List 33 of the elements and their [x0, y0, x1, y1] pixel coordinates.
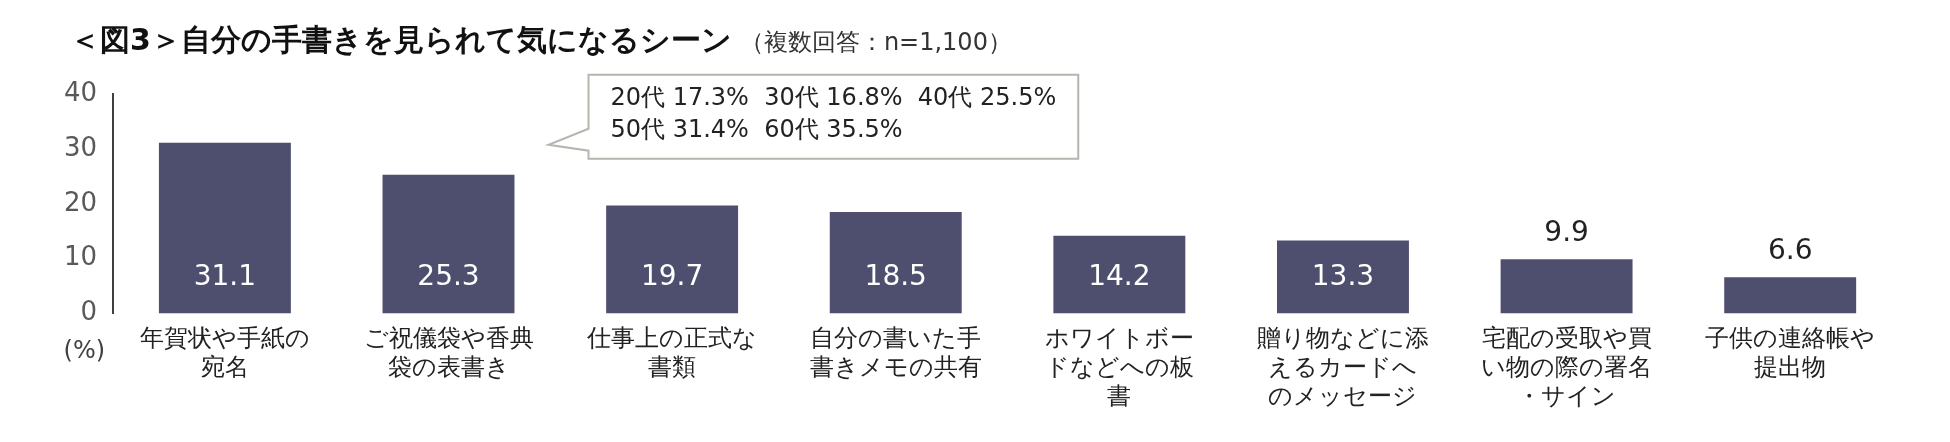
x-tick-label: 年賀状や手紙の宛名 [139, 324, 310, 382]
data-label: 31.1 [193, 258, 257, 292]
data-label: 18.5 [864, 258, 927, 292]
y-tick-label: 30 [63, 131, 98, 162]
x-tick-label: 仕事上の正式な書類 [586, 324, 758, 382]
bar [1053, 235, 1186, 314]
x-tick-label: ホワイトボードなどへの板書 [1044, 324, 1194, 410]
x-tick-label: 贈り物などに添えるカードへのメッセージ [1256, 324, 1429, 410]
bar [829, 212, 962, 314]
bar [1500, 259, 1633, 314]
data-label: 14.2 [1088, 258, 1151, 292]
x-tick-label: 宅配の受取や買い物の際の署名・サイン [1481, 324, 1653, 410]
bar [158, 142, 291, 314]
y-tick-label: 20 [63, 186, 98, 217]
bar [606, 205, 739, 314]
bar [1724, 277, 1857, 314]
bar [1277, 240, 1409, 314]
data-label: 9.9 [1544, 214, 1589, 248]
x-tick-label: 子供の連絡帳や提出物 [1705, 324, 1876, 382]
y-tick-label: 40 [63, 76, 98, 107]
annotation: 20代 17.3% 30代 16.8% 40代 25.5% 50代 31.4% 60代 35.5% [610, 82, 1057, 143]
x-tick-label: 自分の書いた手書きメモの共有 [809, 324, 982, 382]
data-label: 25.3 [417, 258, 480, 292]
data-label: 13.3 [1311, 258, 1375, 292]
y-tick-label: 10 [63, 241, 98, 272]
chart-title: ＜図3＞自分の手書きを見られて気になるシーン [70, 22, 732, 57]
y-axis-title: (%) [63, 335, 106, 364]
y-tick-label: 0 [80, 296, 98, 327]
bar [382, 174, 515, 314]
chart-subtitle: （複数回答：n=1,100） [739, 28, 1012, 56]
x-tick-label: ご祝儀袋や香典袋の表書き [363, 324, 534, 382]
data-label: 6.6 [1767, 232, 1813, 266]
data-label: 19.7 [640, 258, 704, 292]
